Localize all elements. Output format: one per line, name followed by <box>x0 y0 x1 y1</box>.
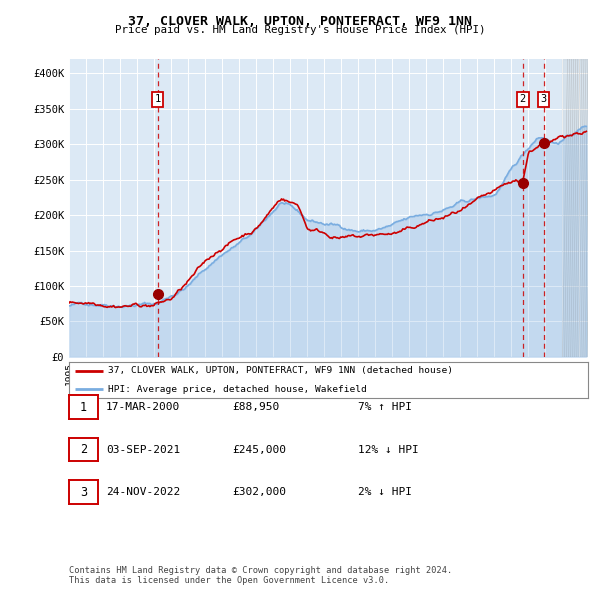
Text: 2% ↓ HPI: 2% ↓ HPI <box>358 487 412 497</box>
Text: 2: 2 <box>80 443 87 456</box>
Text: £302,000: £302,000 <box>232 487 286 497</box>
Text: 3: 3 <box>80 486 87 499</box>
Text: 2: 2 <box>520 94 526 104</box>
Text: 1: 1 <box>155 94 161 104</box>
Text: 1: 1 <box>80 401 87 414</box>
Text: £245,000: £245,000 <box>232 445 286 454</box>
Text: HPI: Average price, detached house, Wakefield: HPI: Average price, detached house, Wake… <box>108 385 367 394</box>
Text: Contains HM Land Registry data © Crown copyright and database right 2024.
This d: Contains HM Land Registry data © Crown c… <box>69 566 452 585</box>
Text: Price paid vs. HM Land Registry's House Price Index (HPI): Price paid vs. HM Land Registry's House … <box>115 25 485 35</box>
Text: 17-MAR-2000: 17-MAR-2000 <box>106 402 181 412</box>
Text: 3: 3 <box>541 94 547 104</box>
Text: 37, CLOVER WALK, UPTON, PONTEFRACT, WF9 1NN (detached house): 37, CLOVER WALK, UPTON, PONTEFRACT, WF9 … <box>108 366 453 375</box>
Text: 24-NOV-2022: 24-NOV-2022 <box>106 487 181 497</box>
Text: £88,950: £88,950 <box>232 402 280 412</box>
Bar <box>562 59 588 357</box>
Text: 12% ↓ HPI: 12% ↓ HPI <box>358 445 419 454</box>
Text: 7% ↑ HPI: 7% ↑ HPI <box>358 402 412 412</box>
Text: 03-SEP-2021: 03-SEP-2021 <box>106 445 181 454</box>
Text: 37, CLOVER WALK, UPTON, PONTEFRACT, WF9 1NN: 37, CLOVER WALK, UPTON, PONTEFRACT, WF9 … <box>128 15 472 28</box>
